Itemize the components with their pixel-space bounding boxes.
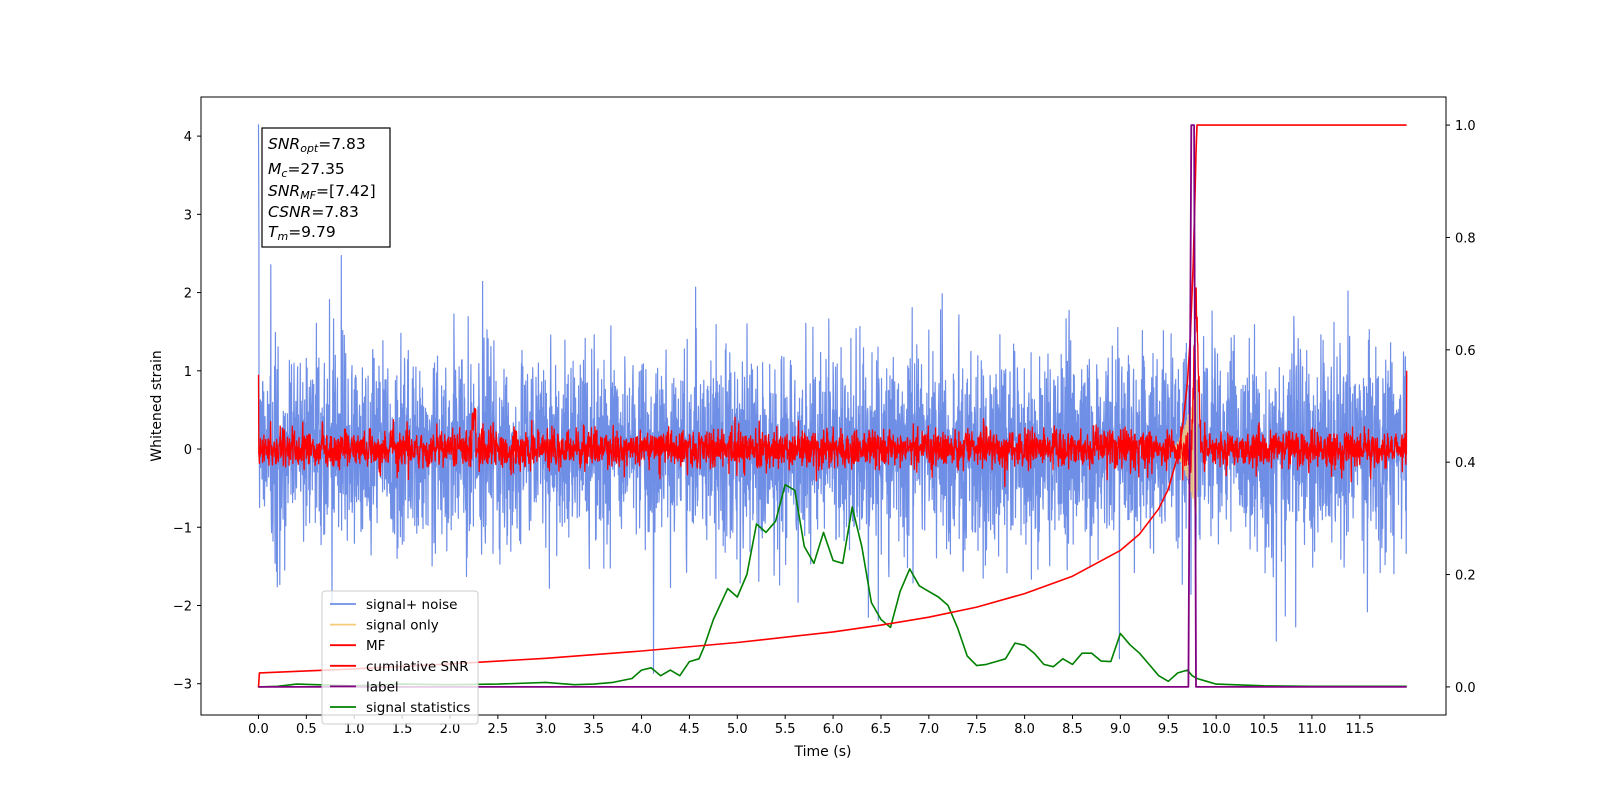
y-right-tick-label: 0.8 bbox=[1455, 231, 1476, 246]
x-tick-label: 10.5 bbox=[1250, 722, 1279, 737]
x-tick-label: 11.5 bbox=[1345, 722, 1374, 737]
annotation-box: SNRopt=7.83 Mc=27.35 SNRMF=[7.42] CSNR=7… bbox=[261, 127, 391, 248]
x-tick-label: 8.0 bbox=[1014, 722, 1035, 737]
x-axis-label: Time (s) bbox=[794, 744, 852, 760]
y-left-tick-label: 4 bbox=[184, 130, 192, 145]
series-mf bbox=[257, 287, 1408, 488]
series-signal-statistics bbox=[258, 483, 1407, 688]
y-right-tick-label: 0.4 bbox=[1455, 456, 1476, 471]
x-tick-label: 2.5 bbox=[488, 722, 509, 737]
x-tick-label: 5.5 bbox=[775, 722, 796, 737]
legend: signal+ noise signal only MF cumilative SNR… bbox=[321, 590, 479, 725]
y-left-tick-label: 0 bbox=[184, 443, 192, 458]
x-tick-label: 10.0 bbox=[1202, 722, 1231, 737]
y-left-tick-label: −3 bbox=[173, 678, 192, 693]
y-right-tick-label: 0.2 bbox=[1455, 569, 1476, 584]
annotation-frame bbox=[261, 127, 391, 248]
y-left-tick-label: −1 bbox=[173, 521, 192, 536]
x-tick-label: 3.5 bbox=[583, 722, 604, 737]
legend-label: cumilative SNR bbox=[366, 659, 469, 675]
annotation-mc: Mc=27.35 bbox=[268, 160, 345, 180]
series-cumulative-snr bbox=[257, 124, 1407, 688]
annotation-snr-mf: SNRMF=[7.42] bbox=[268, 182, 376, 202]
series-label bbox=[258, 124, 1407, 688]
y-left-tick-label: −2 bbox=[173, 599, 192, 614]
annotation-snr-opt: SNRopt=7.83 bbox=[268, 135, 366, 155]
x-tick-label: 6.5 bbox=[871, 722, 892, 737]
x-tick-label: 6.0 bbox=[823, 722, 844, 737]
x-tick-label: 2.0 bbox=[440, 722, 461, 737]
x-tick-label: 0.5 bbox=[296, 722, 317, 737]
y-right-tick-label: 0.6 bbox=[1455, 344, 1476, 359]
x-tick-label: 11.0 bbox=[1297, 722, 1326, 737]
legend-frame bbox=[321, 590, 479, 725]
legend-label: signal only bbox=[366, 618, 439, 634]
series-layer bbox=[257, 124, 1408, 688]
x-tick-label: 4.5 bbox=[679, 722, 700, 737]
x-tick-label: 9.0 bbox=[1110, 722, 1131, 737]
x-tick-label: 8.5 bbox=[1062, 722, 1083, 737]
legend-label: label bbox=[366, 679, 399, 695]
x-tick-label: 9.5 bbox=[1158, 722, 1179, 737]
ticks-layer: 0.0 0.5 1.0 1.5 2.0 2.5 3.0 3.5 4.0 4.5 5.0 5.5 6.0 6… bbox=[173, 119, 1476, 737]
x-tick-label: 4.0 bbox=[631, 722, 652, 737]
y-right-tick-label: 1.0 bbox=[1455, 119, 1476, 134]
legend-label: signal+ noise bbox=[366, 597, 457, 613]
x-tick-label: 7.0 bbox=[919, 722, 940, 737]
x-tick-label: 0.0 bbox=[248, 722, 269, 737]
y-right-tick-label: 0.0 bbox=[1455, 681, 1476, 696]
plot-frame bbox=[200, 96, 1447, 716]
y-left-tick-label: 3 bbox=[184, 208, 192, 223]
x-tick-label: 5.0 bbox=[727, 722, 748, 737]
annotation-tm: Tm=9.79 bbox=[268, 223, 336, 243]
y-left-tick-label: 2 bbox=[184, 287, 192, 302]
x-tick-label: 3.0 bbox=[535, 722, 556, 737]
x-tick-label: 7.5 bbox=[966, 722, 987, 737]
legend-label: signal statistics bbox=[366, 700, 470, 716]
x-tick-label: 1.0 bbox=[344, 722, 365, 737]
legend-label: MF bbox=[366, 638, 385, 654]
x-tick-label: 1.5 bbox=[392, 722, 413, 737]
annotation-csnr: CSNR=7.83 bbox=[268, 203, 359, 221]
y-left-tick-label: 1 bbox=[184, 365, 192, 380]
y-axis-label: Whitened strain bbox=[149, 350, 165, 461]
